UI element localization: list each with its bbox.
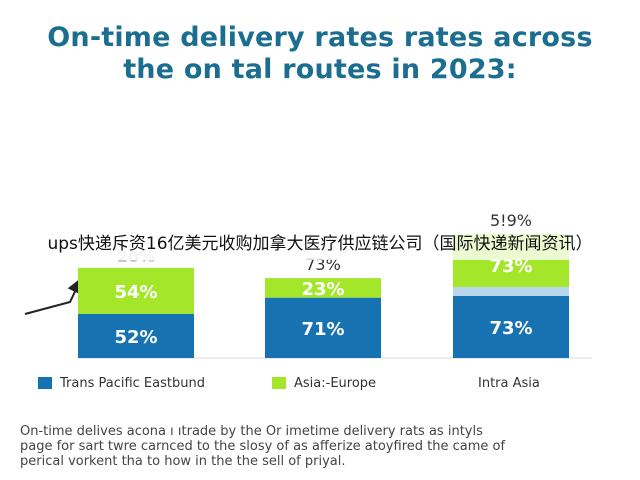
- bar-segment-blue: [453, 295, 569, 358]
- footnote-line-1: On-time delives acona ı ıtrade by the Or…: [20, 424, 483, 439]
- legend-item-intra-asia: Intra Asia: [478, 373, 540, 393]
- chart-title: On-time delivery rates rates across the …: [0, 22, 640, 86]
- top-label: 5!9%: [490, 211, 532, 230]
- bar-segment-divider: [453, 286, 569, 296]
- news-overlay-banner: ups快递斥资16亿美元收购加拿大医疗供应链公司（国际快递新闻资讯）: [0, 228, 640, 260]
- footnote: On-time delives acona ı ıtrade by the Or…: [20, 424, 620, 469]
- chart-legend: Trans Pacific Eastbund Asia:-Europe Intr…: [0, 373, 640, 393]
- legend-item-trans-pacific: Trans Pacific Eastbund: [38, 373, 205, 393]
- legend-label: Intra Asia: [478, 375, 540, 391]
- footnote-line-2: page for sart twre carnced to the slosy …: [20, 439, 506, 454]
- bar-segment-blue: [265, 297, 381, 358]
- legend-item-asia-europe: Asia:-Europe: [272, 373, 376, 393]
- data-label-green: 54%: [114, 282, 157, 303]
- bar-segment-green: [265, 278, 381, 298]
- data-label-blue: 52%: [114, 327, 157, 348]
- data-label-green: 73%: [489, 256, 532, 277]
- annotation-arrow: [24, 277, 83, 315]
- data-label-blue: 73%: [489, 318, 532, 339]
- data-label-green: 23%: [301, 279, 344, 300]
- bar-segment-green: [78, 267, 194, 314]
- title-line-1: On-time delivery rates rates across: [47, 22, 593, 53]
- data-label-blue: 71%: [301, 319, 344, 340]
- legend-label: Trans Pacific Eastbund: [60, 375, 205, 391]
- legend-swatch-blue: [38, 377, 52, 389]
- bar-segment-blue: [78, 313, 194, 358]
- legend-label: Asia:-Europe: [294, 375, 377, 391]
- title-line-2: the on tal routes in 2023:: [123, 54, 517, 85]
- footnote-line-3: perical vorkent tha to how in the the se…: [20, 454, 346, 469]
- legend-swatch-green: [272, 377, 286, 389]
